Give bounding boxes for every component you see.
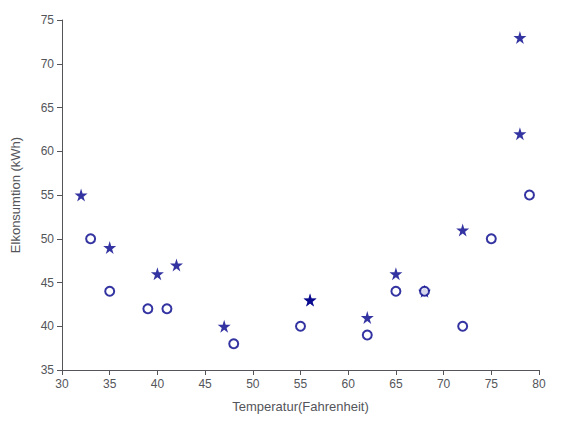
svg-text:50: 50 — [246, 377, 260, 391]
svg-text:50: 50 — [41, 232, 55, 246]
svg-text:60: 60 — [342, 377, 356, 391]
svg-text:55: 55 — [41, 188, 55, 202]
svg-text:35: 35 — [103, 377, 117, 391]
svg-text:70: 70 — [437, 377, 451, 391]
svg-text:Temperatur(Fahrenheit): Temperatur(Fahrenheit) — [232, 399, 369, 414]
svg-text:30: 30 — [55, 377, 69, 391]
svg-text:75: 75 — [485, 377, 499, 391]
svg-text:Elkonsumtion (kWh): Elkonsumtion (kWh) — [8, 137, 23, 253]
svg-text:70: 70 — [41, 57, 55, 71]
svg-text:45: 45 — [198, 377, 212, 391]
svg-text:40: 40 — [41, 319, 55, 333]
svg-text:55: 55 — [294, 377, 308, 391]
svg-text:75: 75 — [41, 13, 55, 27]
svg-text:65: 65 — [389, 377, 403, 391]
svg-text:40: 40 — [151, 377, 165, 391]
svg-text:80: 80 — [532, 377, 546, 391]
svg-text:65: 65 — [41, 101, 55, 115]
svg-text:60: 60 — [41, 144, 55, 158]
svg-text:45: 45 — [41, 276, 55, 290]
svg-text:35: 35 — [41, 363, 55, 377]
